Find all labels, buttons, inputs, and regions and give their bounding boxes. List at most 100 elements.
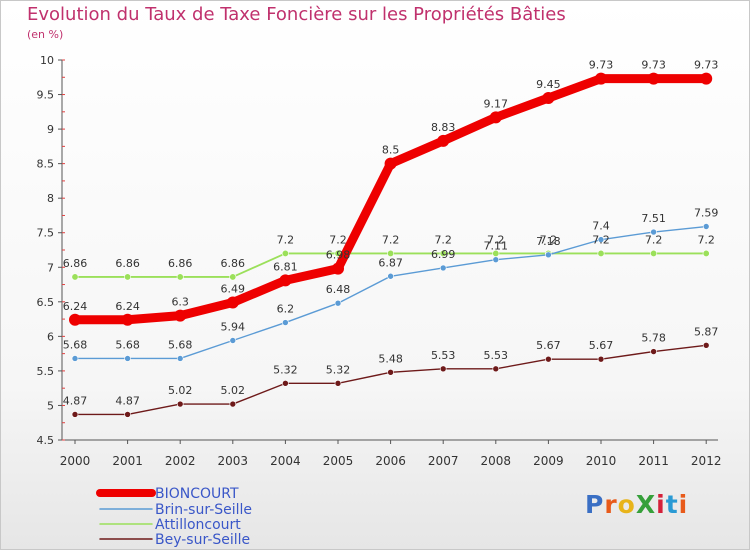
y-tick-label: 4.5	[37, 434, 55, 447]
data-point	[647, 72, 660, 85]
data-label: 7.2	[382, 233, 400, 246]
data-point	[176, 400, 184, 408]
data-label: 7.18	[536, 235, 561, 248]
x-tick-label: 2003	[218, 454, 249, 468]
data-label: 5.68	[115, 338, 140, 351]
y-tick-label: 8	[47, 192, 54, 205]
data-label: 7.2	[487, 233, 505, 246]
data-point	[492, 256, 500, 263]
data-label: 6.2	[277, 303, 295, 316]
x-tick-label: 2005	[323, 454, 354, 468]
x-tick-label: 2008	[481, 454, 512, 468]
x-tick-label: 2011	[638, 454, 669, 468]
logo-letter: i	[656, 490, 666, 519]
data-label: 7.2	[434, 233, 452, 246]
y-tick-label: 5.5	[37, 365, 55, 378]
data-label: 6.3	[171, 296, 189, 309]
data-label: 6.81	[273, 260, 298, 273]
data-point	[387, 249, 395, 257]
data-point	[229, 337, 237, 344]
data-label: 7.2	[277, 233, 295, 246]
data-point	[387, 368, 394, 376]
data-label: 7.2	[329, 233, 347, 246]
data-point	[439, 249, 447, 257]
data-point	[332, 262, 344, 275]
y-tick-label: 7	[47, 261, 54, 274]
data-point	[282, 319, 289, 326]
data-label: 9.17	[484, 97, 509, 110]
data-point	[176, 355, 184, 362]
data-label: 5.67	[589, 339, 614, 352]
data-label: 5.02	[168, 384, 193, 397]
data-label: 6.99	[431, 248, 456, 261]
data-label: 5.48	[378, 352, 403, 365]
logo-letter: P	[585, 490, 605, 519]
x-tick-label: 2010	[586, 454, 617, 468]
chart-unit: (en %)	[27, 28, 64, 41]
data-point	[597, 249, 605, 257]
data-label: 6.24	[63, 300, 88, 313]
data-point	[71, 411, 79, 418]
x-tick-label: 2001	[112, 454, 143, 468]
data-label: 6.87	[378, 256, 403, 269]
x-tick-label: 2000	[60, 454, 91, 468]
data-label: 6.86	[115, 257, 140, 270]
legend-label: Bey-sur-Seille	[155, 532, 250, 548]
data-point	[69, 313, 81, 326]
data-label: 7.2	[540, 233, 558, 246]
data-point	[334, 299, 342, 307]
data-point	[124, 355, 131, 362]
y-tick-label: 6	[47, 330, 54, 343]
data-point	[437, 134, 450, 147]
data-point	[229, 273, 237, 281]
proxiti-logo: ProXiti	[585, 490, 688, 519]
data-label: 7.11	[484, 240, 509, 253]
data-point	[121, 313, 134, 326]
data-label: 6.49	[221, 283, 246, 296]
y-tick-label: 6.5	[37, 296, 55, 309]
data-point	[71, 355, 79, 362]
x-tick-label: 2006	[375, 454, 406, 468]
data-label: 6.98	[326, 249, 351, 262]
data-label: 7.2	[592, 233, 610, 246]
data-label: 5.32	[273, 363, 298, 376]
data-point	[279, 274, 292, 287]
data-label: 8.5	[382, 144, 400, 157]
y-tick-label: 8.5	[37, 158, 55, 171]
data-label: 7.2	[697, 233, 715, 246]
data-point	[650, 249, 658, 257]
x-tick-label: 2007	[428, 454, 459, 468]
x-tick-label: 2004	[270, 454, 301, 468]
legend-label: Attilloncourt	[155, 517, 241, 533]
data-label: 7.59	[694, 207, 719, 220]
data-label: 8.83	[431, 121, 456, 134]
data-point	[176, 273, 184, 281]
data-label: 5.02	[221, 384, 246, 397]
logo-letter: r	[604, 490, 618, 519]
data-label: 5.32	[326, 363, 351, 376]
data-label: 5.78	[641, 332, 666, 345]
data-label: 9.73	[589, 59, 614, 72]
data-label: 4.87	[115, 394, 140, 407]
data-point	[387, 272, 394, 280]
data-label: 4.87	[63, 394, 88, 407]
data-point	[439, 365, 447, 373]
legend-label: Brin-sur-Seille	[155, 502, 252, 518]
logo-letter: t	[665, 490, 679, 519]
data-point	[226, 296, 239, 309]
series-line	[70, 74, 711, 325]
logo-letter: i	[678, 490, 689, 519]
data-point	[334, 380, 342, 387]
data-point	[542, 92, 555, 104]
data-label: 5.68	[168, 338, 193, 351]
data-point	[702, 249, 710, 257]
data-point	[545, 355, 552, 363]
y-tick-label: 9.5	[37, 89, 55, 102]
y-tick-label: 9	[47, 123, 54, 136]
data-label: 5.53	[431, 349, 456, 362]
data-point	[650, 348, 657, 355]
logo-letter: o	[617, 490, 636, 519]
y-tick-label: 10	[40, 54, 54, 67]
data-point	[174, 309, 187, 322]
data-point	[281, 249, 289, 257]
